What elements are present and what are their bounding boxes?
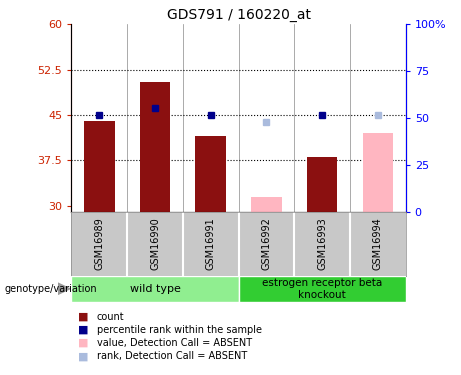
Bar <box>84 121 115 212</box>
Text: count: count <box>97 312 124 322</box>
Text: estrogen receptor beta
knockout: estrogen receptor beta knockout <box>262 278 382 300</box>
Text: GSM16993: GSM16993 <box>317 217 327 270</box>
Text: value, Detection Call = ABSENT: value, Detection Call = ABSENT <box>97 338 252 348</box>
Text: ■: ■ <box>78 325 89 335</box>
Bar <box>71 276 239 302</box>
Text: wild type: wild type <box>130 284 180 294</box>
Polygon shape <box>58 282 71 296</box>
Text: GSM16990: GSM16990 <box>150 217 160 270</box>
Text: ■: ■ <box>78 312 89 322</box>
Text: GSM16994: GSM16994 <box>373 217 383 270</box>
Text: GSM16989: GSM16989 <box>95 217 104 270</box>
Text: rank, Detection Call = ABSENT: rank, Detection Call = ABSENT <box>97 351 247 361</box>
Text: ■: ■ <box>78 351 89 361</box>
Bar <box>238 276 406 302</box>
Bar <box>362 133 393 212</box>
Text: GSM16992: GSM16992 <box>261 217 272 270</box>
Bar <box>307 158 337 212</box>
Bar <box>140 82 170 212</box>
Title: GDS791 / 160220_at: GDS791 / 160220_at <box>166 8 311 22</box>
Bar <box>251 197 282 212</box>
Text: percentile rank within the sample: percentile rank within the sample <box>97 325 262 335</box>
Text: genotype/variation: genotype/variation <box>5 284 97 294</box>
Text: ■: ■ <box>78 338 89 348</box>
Bar <box>195 136 226 212</box>
Text: GSM16991: GSM16991 <box>206 217 216 270</box>
